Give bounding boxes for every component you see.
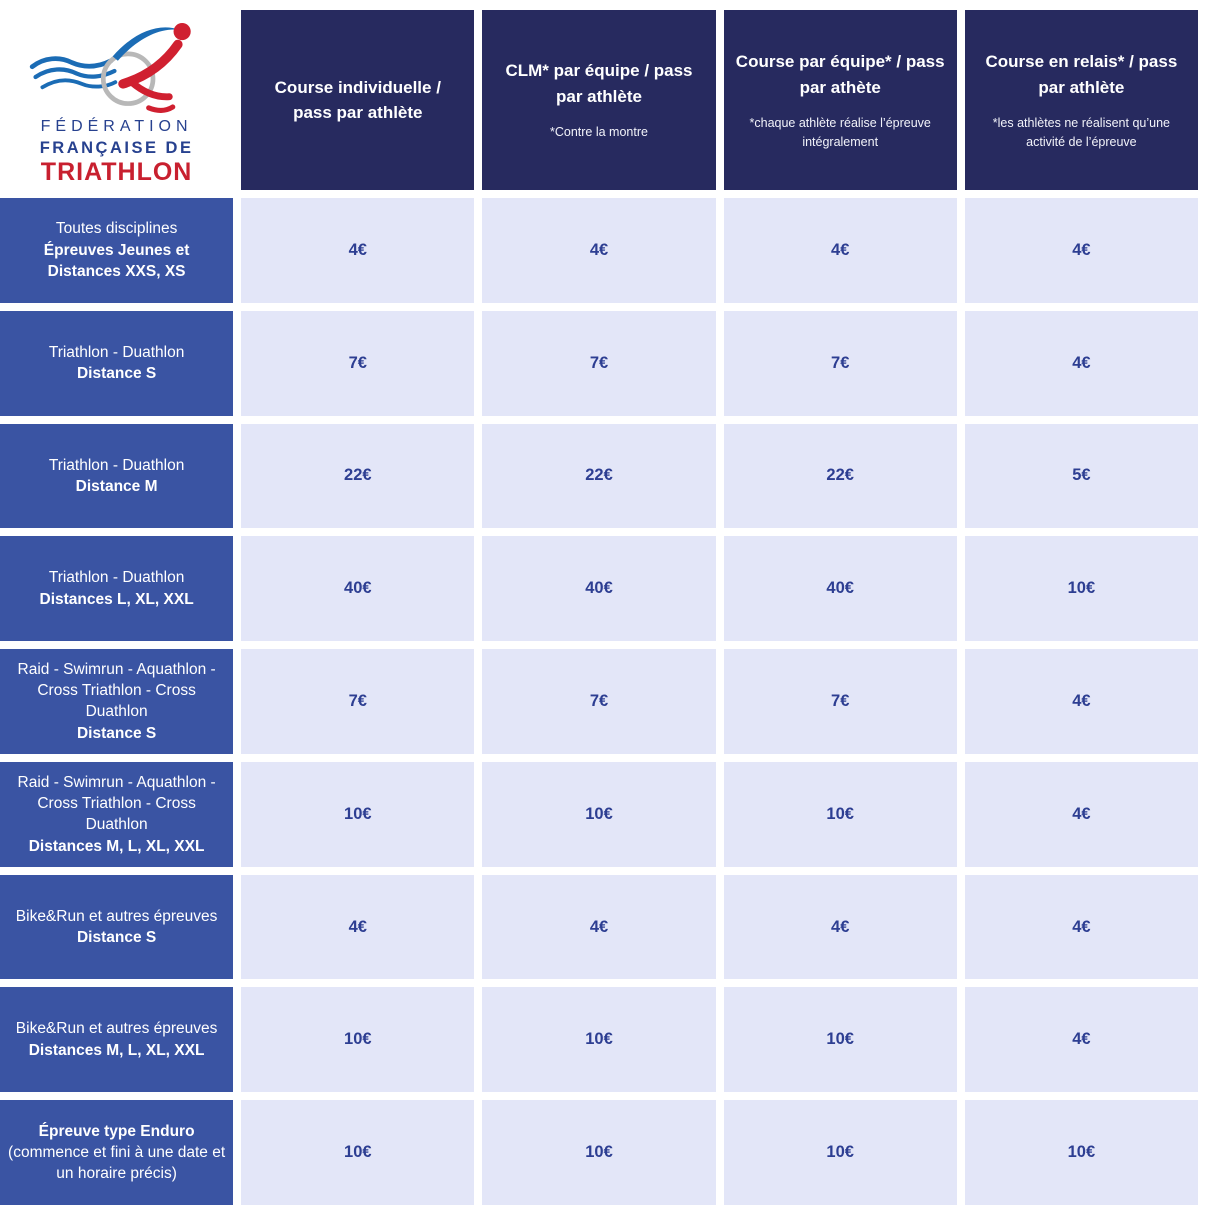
- column-header-4: Course en relais* / pass par athlète *les…: [964, 10, 1198, 190]
- column-header-3: Course par équipe* / pass par athète *cha…: [723, 10, 957, 190]
- price-cell: 7€: [241, 310, 475, 416]
- price-cell: 4€: [723, 198, 957, 303]
- pricing-table: FÉDÉRATION FRANÇAISE DE TRIATHLON Course…: [0, 10, 1198, 1205]
- row-header: Raid - Swimrun - Aquathlon - Cross Triat…: [0, 649, 234, 754]
- row-header-line: Distances M, L, XL, XXL: [28, 837, 205, 855]
- price-cell: 40€: [723, 536, 957, 642]
- row-header-line: Distance S: [76, 724, 157, 742]
- row-header-line: Distances M, L, XL, XXL: [28, 1041, 205, 1059]
- price-cell: 10€: [241, 987, 475, 1093]
- row-header-line: Bike&Run et autres épreuves: [15, 1020, 218, 1038]
- row-header: Toutes disciplines Épreuves Jeunes et Dis…: [0, 198, 234, 303]
- row-header-line: Triathlon - Duathlon: [48, 569, 185, 587]
- column-header-2: CLM* par équipe / pass par athlète *Contr…: [482, 10, 716, 190]
- row-header-line: Distances L, XL, XXL: [39, 590, 194, 608]
- athlete-head-icon: [173, 22, 191, 41]
- row-header-line: (commence et fini à une date et un horai…: [8, 1143, 226, 1183]
- row-header-line: Bike&Run et autres épreuves: [15, 907, 218, 925]
- logo-text-triathlon: TRIATHLON: [40, 158, 193, 187]
- price-cell: 4€: [964, 198, 1198, 303]
- row-header: Triathlon - Duathlon Distances L, XL, XXL: [0, 536, 234, 642]
- fftri-logo: FÉDÉRATION FRANÇAISE DE TRIATHLON: [0, 10, 234, 190]
- column-footnote: *les athlètes ne réalisent qu’une activi…: [992, 116, 1170, 149]
- row-header-line: Toutes disciplines: [55, 220, 178, 238]
- price-cell: 10€: [482, 761, 716, 867]
- price-cell: 10€: [482, 1100, 716, 1205]
- price-cell: 4€: [241, 198, 475, 303]
- row-header-line: Distance S: [76, 929, 157, 947]
- triathlete-logo-icon: [29, 22, 191, 113]
- row-header: Triathlon - Duathlon Distance M: [0, 423, 234, 529]
- price-cell: 10€: [723, 761, 957, 867]
- price-cell: 10€: [241, 761, 475, 867]
- column-title: CLM* par équipe / pass par athlète: [505, 61, 693, 106]
- column-title: Course individuelle / pass par athlète: [274, 77, 441, 123]
- price-cell: 7€: [723, 310, 957, 416]
- price-cell: 10€: [482, 987, 716, 1093]
- price-cell: 4€: [964, 761, 1198, 867]
- athlete-leg-icon: [127, 78, 173, 101]
- column-title: Course par équipe* / pass par athète: [735, 52, 945, 97]
- price-cell: 4€: [964, 987, 1198, 1093]
- price-cell: 4€: [482, 198, 716, 303]
- logo-text-federation: FÉDÉRATION: [40, 117, 193, 135]
- price-cell: 22€: [241, 423, 475, 529]
- price-cell: 4€: [241, 874, 475, 980]
- row-header: Épreuve type Enduro (commence et fini à u…: [0, 1100, 234, 1205]
- price-cell: 7€: [241, 649, 475, 754]
- row-header-line: Triathlon - Duathlon: [48, 456, 185, 474]
- row-header-line: Épreuves Jeunes et Distances XXS, XS: [43, 241, 190, 281]
- arm-swoosh-icon: [112, 27, 180, 61]
- row-header-line: Distance S: [76, 365, 157, 383]
- column-title: Course en relais* / pass par athlète: [985, 52, 1178, 97]
- price-cell: 10€: [723, 987, 957, 1093]
- price-cell: 40€: [482, 536, 716, 642]
- price-cell: 4€: [964, 874, 1198, 980]
- price-cell: 10€: [964, 536, 1198, 642]
- row-header-line: Raid - Swimrun - Aquathlon - Cross Triat…: [17, 773, 216, 834]
- price-cell: 4€: [964, 649, 1198, 754]
- price-cell: 4€: [964, 310, 1198, 416]
- row-header-line: Raid - Swimrun - Aquathlon - Cross Triat…: [17, 660, 216, 721]
- price-cell: 10€: [723, 1100, 957, 1205]
- row-header-line: Triathlon - Duathlon: [48, 343, 185, 361]
- row-header: Bike&Run et autres épreuves Distances M, …: [0, 987, 234, 1093]
- price-cell: 7€: [482, 649, 716, 754]
- price-cell: 40€: [241, 536, 475, 642]
- wave-icon: [29, 56, 113, 69]
- price-cell: 10€: [241, 1100, 475, 1205]
- row-header-line: Épreuve type Enduro: [38, 1122, 195, 1140]
- logo-text-francaise-de: FRANÇAISE DE: [39, 138, 194, 157]
- column-header-1: Course individuelle / pass par athlète: [241, 10, 475, 190]
- wheel-icon: [100, 51, 155, 106]
- price-cell: 22€: [723, 423, 957, 529]
- row-header: Bike&Run et autres épreuves Distance S: [0, 874, 234, 980]
- athlete-foot-icon: [145, 104, 175, 113]
- column-footnote: *chaque athlète réalise l’épreuve intégr…: [749, 116, 931, 149]
- price-cell: 7€: [723, 649, 957, 754]
- price-cell: 4€: [723, 874, 957, 980]
- price-cell: 22€: [482, 423, 716, 529]
- row-header: Raid - Swimrun - Aquathlon - Cross Triat…: [0, 761, 234, 867]
- price-cell: 4€: [482, 874, 716, 980]
- price-cell: 10€: [964, 1100, 1198, 1205]
- row-header-line: Distance M: [75, 477, 158, 495]
- price-cell: 7€: [482, 310, 716, 416]
- row-header: Triathlon - Duathlon Distance S: [0, 310, 234, 416]
- price-cell: 5€: [964, 423, 1198, 529]
- column-footnote: *Contre la montre: [550, 125, 648, 140]
